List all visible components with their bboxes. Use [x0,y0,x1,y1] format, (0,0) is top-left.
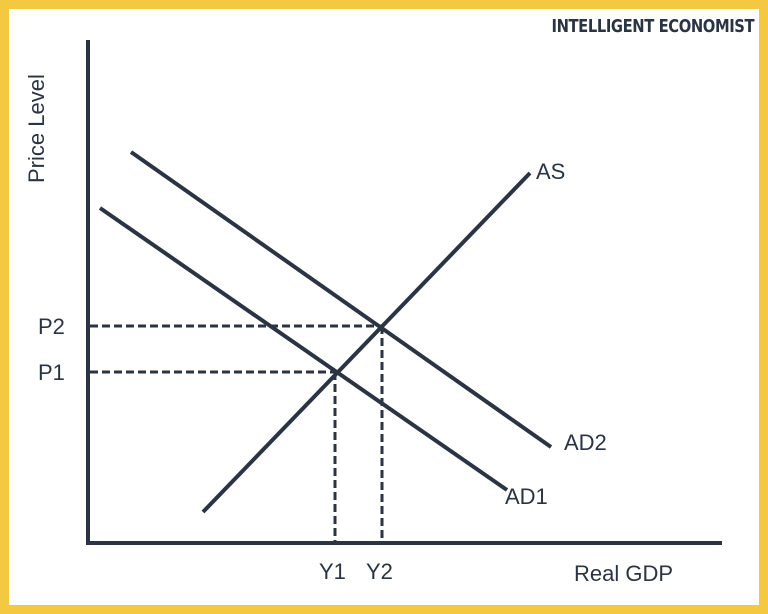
y1-label: Y1 [319,559,346,584]
y2-label: Y2 [366,559,393,584]
ad2-label: AD2 [564,430,607,455]
as-curve [201,171,532,514]
diagram-frame [9,9,759,605]
y-axis-label: Price Level [24,74,49,183]
as-label: AS [536,159,565,184]
ad1-curve [98,206,509,492]
p2-label: P2 [38,314,65,339]
ad2-curve [129,150,553,449]
brand-logo: INTELLIGENT ECONOMIST [551,16,754,37]
x-axis-label: Real GDP [574,561,673,586]
p1-label: P1 [38,360,65,385]
ad1-label: AD1 [505,484,548,509]
